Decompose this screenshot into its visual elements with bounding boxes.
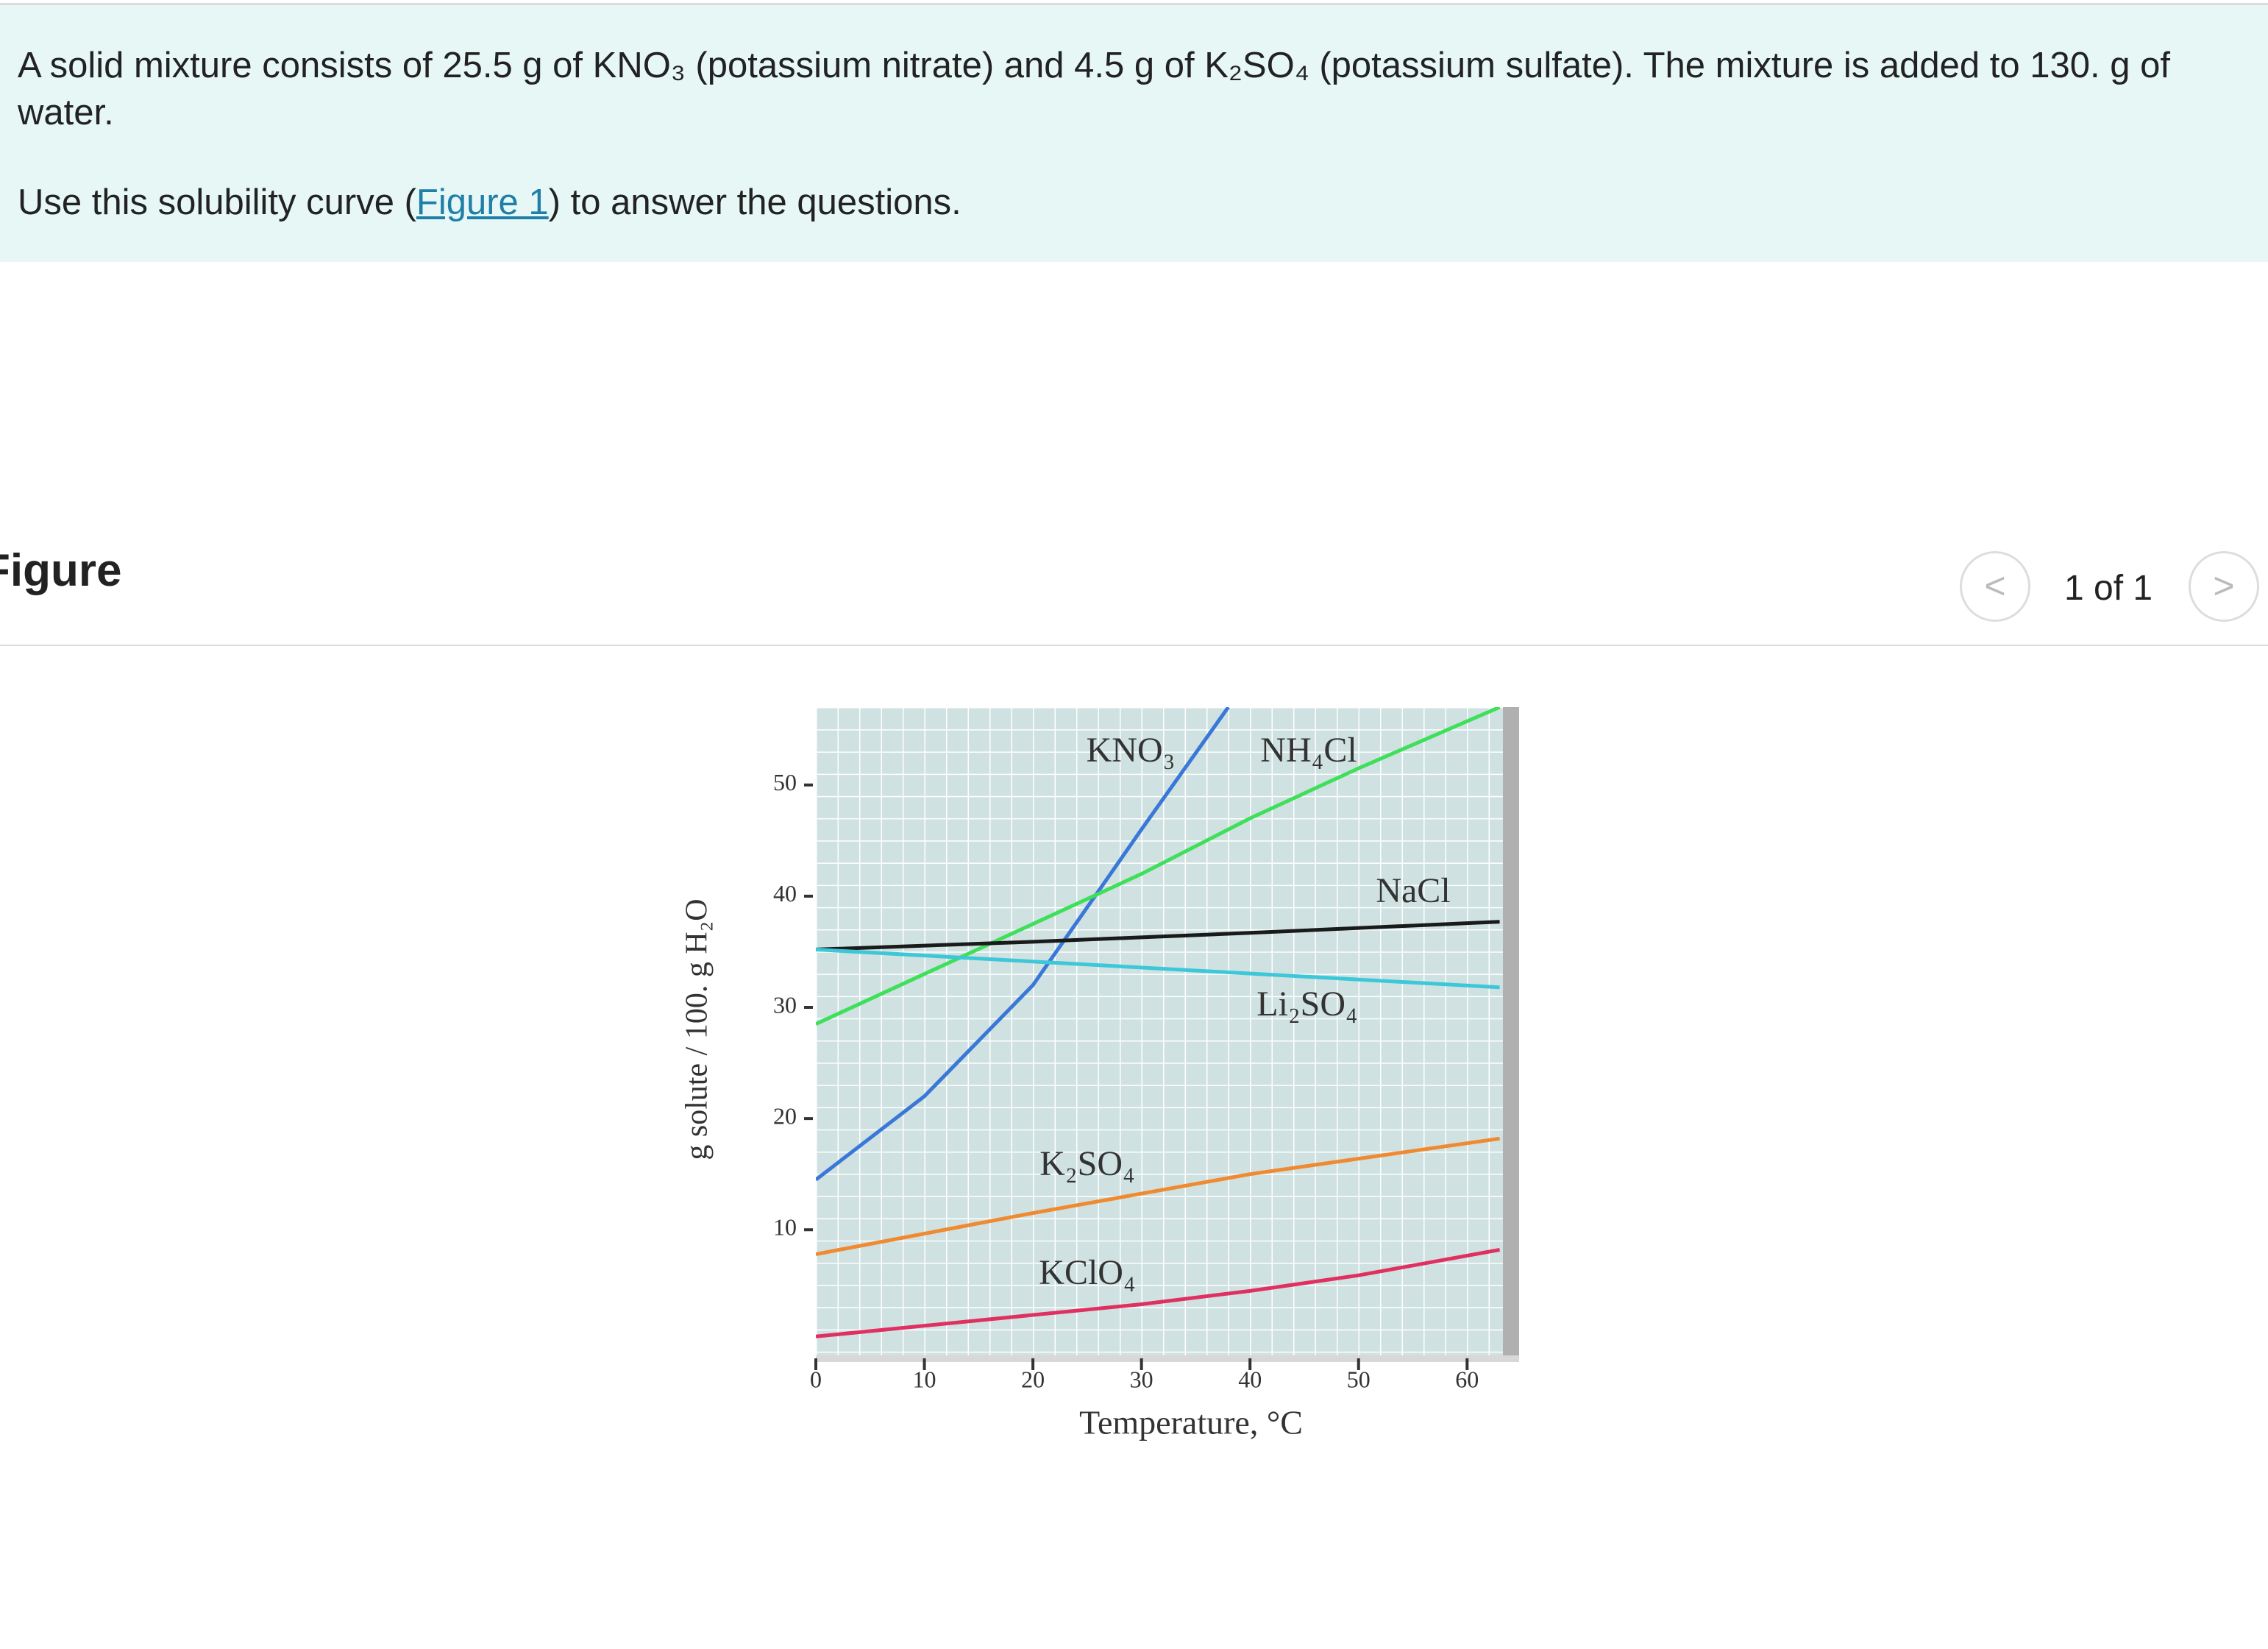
x-tick-label: 20 — [1021, 1366, 1045, 1392]
series-line — [816, 707, 1501, 1026]
figure-link[interactable]: Figure 1 — [416, 182, 549, 222]
y-tick-label: 20 — [773, 1102, 797, 1129]
y-tick-label: 40 — [773, 880, 797, 907]
x-axis-title: Temperature, °C — [1079, 1404, 1303, 1441]
x-tick-label: 30 — [1130, 1366, 1153, 1392]
series-label: KClO₄ — [1039, 1253, 1135, 1292]
plot-area — [816, 707, 1503, 1355]
y-tick-label: 30 — [773, 991, 797, 1018]
prev-button[interactable]: < — [1960, 551, 2030, 622]
series-line — [816, 920, 1500, 951]
problem-text: A solid mixture consists of 25.5 g of KN… — [18, 46, 2170, 132]
figure-title: Figure — [0, 545, 122, 596]
problem-box: A solid mixture consists of 25.5 g of KN… — [0, 3, 2268, 262]
plot-frame — [1503, 707, 1519, 1362]
series-line — [816, 707, 1230, 1182]
plot-frame — [816, 1355, 1519, 1362]
series-line — [816, 1136, 1500, 1256]
x-tick-label: 10 — [913, 1366, 936, 1392]
series-label: NaCl — [1376, 871, 1450, 910]
y-axis-title: g solute / 100. g H₂O — [680, 898, 714, 1160]
x-tick-label: 0 — [810, 1366, 822, 1392]
x-tick-label: 40 — [1238, 1366, 1262, 1392]
series-line — [816, 947, 1500, 990]
next-button[interactable]: > — [2189, 551, 2259, 622]
series-label: KNO₃ — [1087, 731, 1176, 770]
x-tick-label: 50 — [1347, 1366, 1371, 1392]
series-label: Li₂SO₄ — [1256, 985, 1357, 1024]
y-tick-label: 10 — [773, 1214, 797, 1241]
instruction-text: ) to answer the questions. — [548, 182, 961, 222]
divider — [0, 645, 2268, 646]
pager: 1 of 1 — [2064, 569, 2153, 608]
y-tick-label: 50 — [773, 769, 797, 795]
series-line — [816, 1247, 1501, 1338]
series-label: K₂SO₄ — [1039, 1144, 1135, 1183]
instruction-text: Use this solubility curve ( — [18, 182, 416, 222]
x-tick-label: 60 — [1455, 1366, 1479, 1392]
instruction: Use this solubility curve (Figure 1) to … — [18, 179, 961, 226]
series-label: NH₄Cl — [1260, 731, 1357, 770]
